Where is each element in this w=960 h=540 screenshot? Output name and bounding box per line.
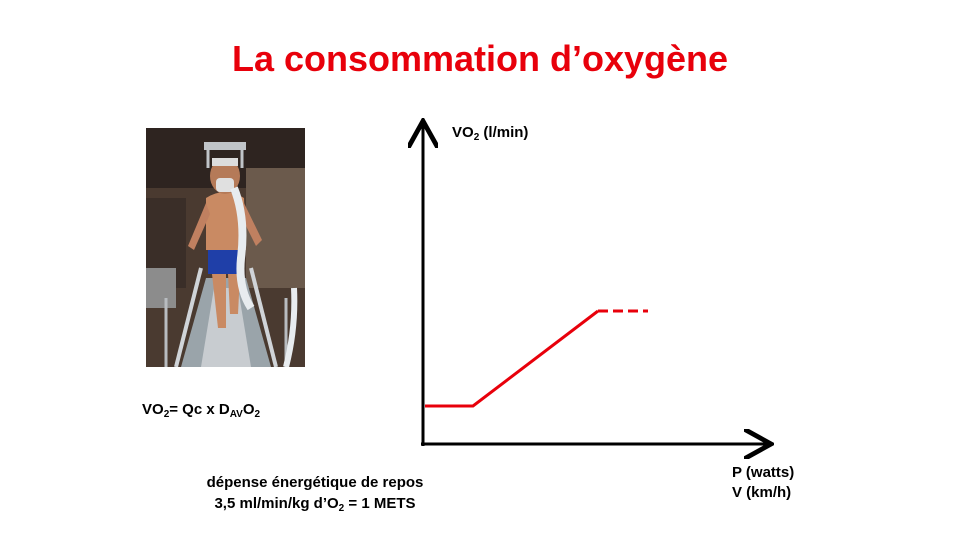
resting-expenditure-note: dépense énergétique de repos 3,5 ml/min/… — [160, 472, 470, 519]
resting-line-2-post: = 1 METS — [344, 495, 416, 512]
vo2-curve — [425, 309, 599, 408]
resting-line-2-pre: 3,5 ml/min/kg d’O — [214, 495, 339, 512]
slide-title: La consommation d’oxygène — [231, 38, 729, 79]
formula-o-sub: 2 — [254, 409, 261, 420]
treadmill-athlete-photo — [146, 128, 305, 367]
y-axis-label-sub: 2 — [473, 132, 480, 143]
x-axis-label-power: P (watts) — [732, 464, 795, 481]
formula-o: O — [242, 401, 255, 418]
x-axis-label: P (watts) V (km/h) — [732, 463, 794, 503]
y-axis-label-unit: (l/min) — [479, 124, 529, 141]
resting-line-2-sub: 2 — [338, 503, 345, 514]
x-axis-label-speed: V (km/h) — [732, 484, 792, 501]
formula-equals: = Qc x D — [169, 401, 230, 418]
formula-d-sub: AV — [229, 409, 243, 420]
vo2-formula: VO2= Qc x DAVO2 — [142, 401, 260, 420]
y-axis-label: VO2 (l/min) — [452, 124, 528, 143]
y-axis-label-main: VO — [452, 124, 474, 141]
resting-line-2: 3,5 ml/min/kg d’O2 = 1 METS — [160, 493, 470, 519]
formula-vo-sub: 2 — [163, 409, 170, 420]
resting-line-1: dépense énergétique de repos — [206, 474, 424, 491]
formula-vo: VO — [142, 401, 164, 418]
